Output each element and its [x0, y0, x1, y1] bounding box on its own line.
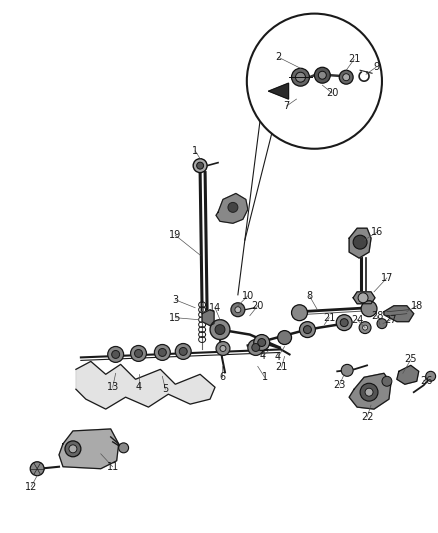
Text: 18: 18 [410, 301, 423, 311]
Circle shape [220, 345, 226, 351]
Circle shape [254, 335, 270, 351]
Text: 4: 4 [260, 351, 266, 361]
Text: 13: 13 [106, 382, 119, 392]
Circle shape [215, 325, 225, 335]
Text: 21: 21 [276, 362, 288, 373]
Circle shape [197, 162, 204, 169]
Polygon shape [59, 429, 119, 469]
Circle shape [340, 319, 348, 327]
Polygon shape [397, 365, 419, 384]
Text: 4: 4 [275, 352, 281, 362]
Circle shape [179, 348, 187, 356]
Circle shape [365, 388, 373, 396]
Circle shape [361, 301, 377, 317]
Text: 20: 20 [326, 88, 339, 98]
Circle shape [216, 342, 230, 356]
Text: 17: 17 [381, 273, 393, 283]
Text: 16: 16 [371, 227, 383, 237]
Text: 3: 3 [172, 295, 178, 305]
Polygon shape [349, 228, 371, 258]
Polygon shape [76, 361, 215, 409]
Circle shape [292, 305, 307, 321]
Circle shape [318, 71, 326, 79]
Circle shape [159, 349, 166, 357]
Text: 19: 19 [169, 230, 181, 240]
Polygon shape [216, 193, 248, 223]
Text: 26: 26 [420, 376, 433, 386]
Text: 1: 1 [261, 372, 268, 382]
Circle shape [382, 376, 392, 386]
Polygon shape [353, 292, 375, 304]
Circle shape [119, 443, 129, 453]
Polygon shape [268, 83, 289, 99]
Text: 8: 8 [306, 291, 312, 301]
Circle shape [353, 235, 367, 249]
Circle shape [228, 203, 238, 212]
Text: 15: 15 [169, 313, 181, 322]
Text: 1: 1 [192, 146, 198, 156]
Text: 21: 21 [323, 313, 336, 322]
Polygon shape [384, 306, 414, 321]
Circle shape [339, 70, 353, 84]
Circle shape [278, 330, 292, 344]
Polygon shape [349, 373, 391, 409]
Text: 5: 5 [162, 384, 169, 394]
Text: 6: 6 [219, 372, 225, 382]
Circle shape [108, 346, 124, 362]
Circle shape [296, 72, 305, 82]
Circle shape [358, 293, 368, 303]
Circle shape [247, 14, 382, 149]
Circle shape [112, 351, 120, 358]
Circle shape [314, 67, 330, 83]
Text: 27: 27 [385, 314, 397, 325]
Text: 20: 20 [251, 301, 264, 311]
Text: 4: 4 [135, 382, 141, 392]
Circle shape [235, 307, 241, 313]
Text: 12: 12 [25, 482, 37, 491]
Text: 9: 9 [373, 62, 379, 72]
Text: 22: 22 [361, 412, 373, 422]
Circle shape [69, 445, 77, 453]
Text: 28: 28 [371, 311, 383, 321]
Text: 24: 24 [351, 314, 363, 325]
Circle shape [248, 340, 264, 356]
Circle shape [341, 365, 353, 376]
Circle shape [343, 74, 350, 80]
Circle shape [231, 303, 245, 317]
Circle shape [155, 344, 170, 360]
Circle shape [252, 343, 260, 351]
Circle shape [134, 350, 142, 358]
Text: 21: 21 [348, 54, 360, 64]
Text: 23: 23 [333, 380, 346, 390]
Text: 2: 2 [276, 52, 282, 62]
Circle shape [210, 320, 230, 340]
Circle shape [175, 343, 191, 359]
Text: 10: 10 [242, 291, 254, 301]
Circle shape [336, 314, 352, 330]
Circle shape [258, 338, 266, 346]
Circle shape [292, 68, 309, 86]
Circle shape [300, 321, 315, 337]
Circle shape [359, 321, 371, 334]
Circle shape [193, 159, 207, 173]
Circle shape [377, 319, 387, 329]
Circle shape [131, 345, 146, 361]
Circle shape [304, 326, 311, 334]
Circle shape [363, 325, 367, 330]
Text: 25: 25 [405, 354, 417, 365]
Circle shape [360, 383, 378, 401]
Circle shape [65, 441, 81, 457]
Polygon shape [202, 310, 214, 326]
Text: 14: 14 [209, 303, 221, 313]
Circle shape [30, 462, 44, 475]
Circle shape [426, 372, 436, 381]
Text: 7: 7 [283, 101, 290, 111]
Text: 11: 11 [106, 462, 119, 472]
